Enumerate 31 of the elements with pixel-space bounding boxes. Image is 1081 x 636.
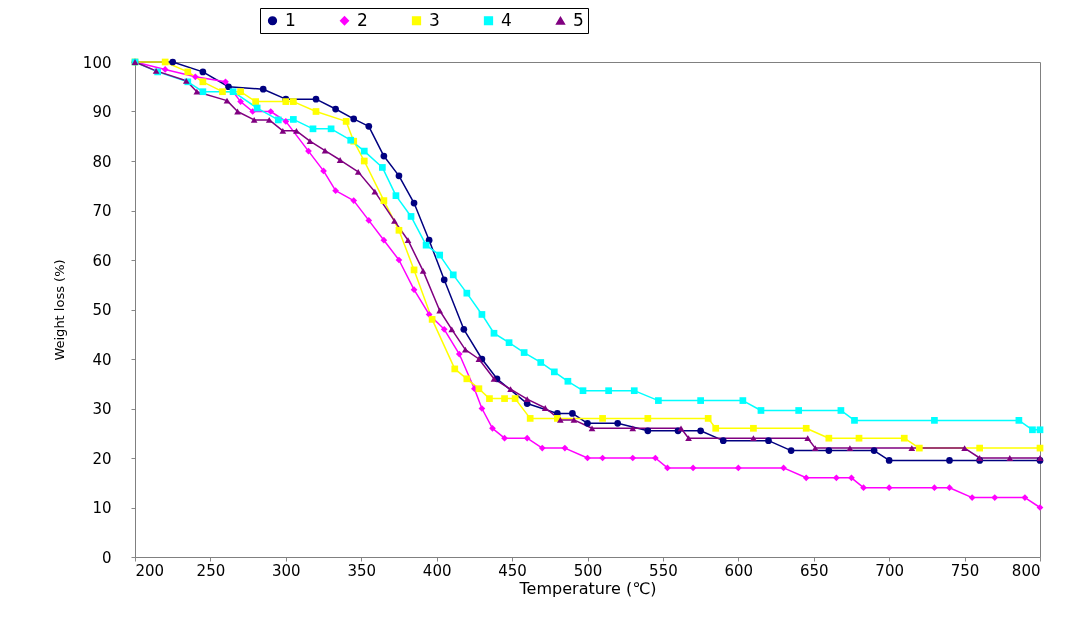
x-tick-label: 700 [875,561,904,580]
x-tick-label: 650 [799,561,829,580]
legend-label: 1 [285,9,296,30]
y-tick-label: 70 [92,202,112,220]
y-tick-label: 60 [92,251,112,270]
y-tick-label: 20 [92,449,112,468]
y-tick-label: 40 [92,350,112,369]
x-axis-title: Temperature (℃) [518,578,657,598]
legend-label: 2 [357,9,368,30]
y-axis-title: Weight loss (%) [51,259,67,361]
legend-label: 4 [501,9,512,30]
legend-label: 5 [573,9,584,30]
x-tick-label: 750 [950,561,980,580]
y-tick-label: 90 [92,103,112,121]
x-tick-label: 400 [422,561,452,580]
x-tick-label: 500 [573,561,603,580]
y-tick-label: 0 [101,548,112,567]
y-tick-label: 50 [92,301,112,319]
legend-label: 3 [429,9,440,30]
x-tick-label: 450 [498,561,527,580]
x-tick-label: 200 [135,561,165,580]
x-tick-label: 250 [196,561,226,580]
x-tick-label: 600 [724,561,754,580]
x-tick-label: 800 [1011,561,1041,580]
x-tick-label: 550 [649,561,678,580]
x-tick-label: 300 [272,561,301,580]
y-tick-label: 10 [92,499,112,517]
y-tick-label: 30 [92,400,112,418]
y-tick-label: 80 [92,152,112,171]
x-tick-label: 350 [347,561,377,580]
y-tick-label: 100 [82,53,112,72]
